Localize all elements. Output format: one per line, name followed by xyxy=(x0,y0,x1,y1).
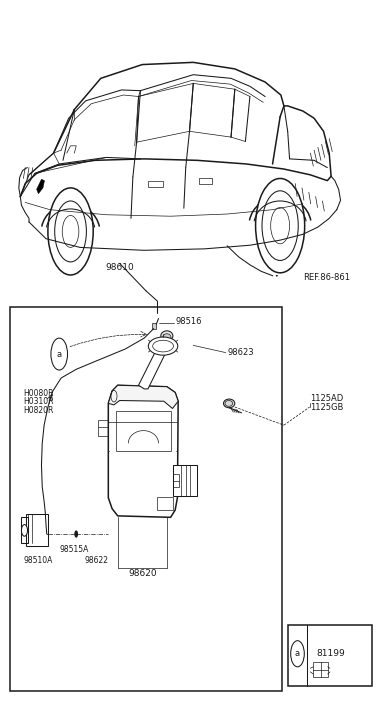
Text: 98610: 98610 xyxy=(105,263,134,272)
Polygon shape xyxy=(67,146,76,153)
Text: H0080R: H0080R xyxy=(23,389,54,398)
Polygon shape xyxy=(108,385,178,409)
Bar xyxy=(313,662,328,677)
Ellipse shape xyxy=(148,337,178,356)
Text: 98620: 98620 xyxy=(128,569,157,579)
Polygon shape xyxy=(36,179,44,193)
Bar xyxy=(27,514,48,547)
Ellipse shape xyxy=(163,334,171,341)
Text: H0820R: H0820R xyxy=(23,406,54,415)
Text: a: a xyxy=(295,649,300,658)
Bar xyxy=(10,307,282,691)
Polygon shape xyxy=(138,334,171,389)
Text: H0310R: H0310R xyxy=(23,398,54,406)
Ellipse shape xyxy=(224,399,235,408)
Text: 98623: 98623 xyxy=(227,348,254,357)
Circle shape xyxy=(48,188,93,275)
Circle shape xyxy=(22,525,28,537)
Bar xyxy=(199,177,212,183)
Bar xyxy=(172,465,197,496)
Bar xyxy=(22,518,28,544)
Text: 98515A: 98515A xyxy=(60,545,89,555)
Bar xyxy=(148,181,163,187)
Polygon shape xyxy=(108,385,178,518)
Text: 1125GB: 1125GB xyxy=(310,403,344,412)
Text: 98510A: 98510A xyxy=(24,556,53,566)
Bar xyxy=(157,497,173,510)
Bar xyxy=(98,420,108,436)
Text: 81199: 81199 xyxy=(317,649,346,658)
Text: 1125AD: 1125AD xyxy=(310,394,344,403)
Ellipse shape xyxy=(161,331,173,341)
Bar xyxy=(152,323,156,329)
Text: 98516: 98516 xyxy=(175,317,202,326)
Text: REF.86-861: REF.86-861 xyxy=(303,273,350,282)
Text: a: a xyxy=(57,350,62,358)
Circle shape xyxy=(255,178,305,273)
Bar xyxy=(288,624,371,686)
Text: 98622: 98622 xyxy=(85,556,109,566)
Circle shape xyxy=(74,531,78,538)
Bar xyxy=(172,474,179,487)
